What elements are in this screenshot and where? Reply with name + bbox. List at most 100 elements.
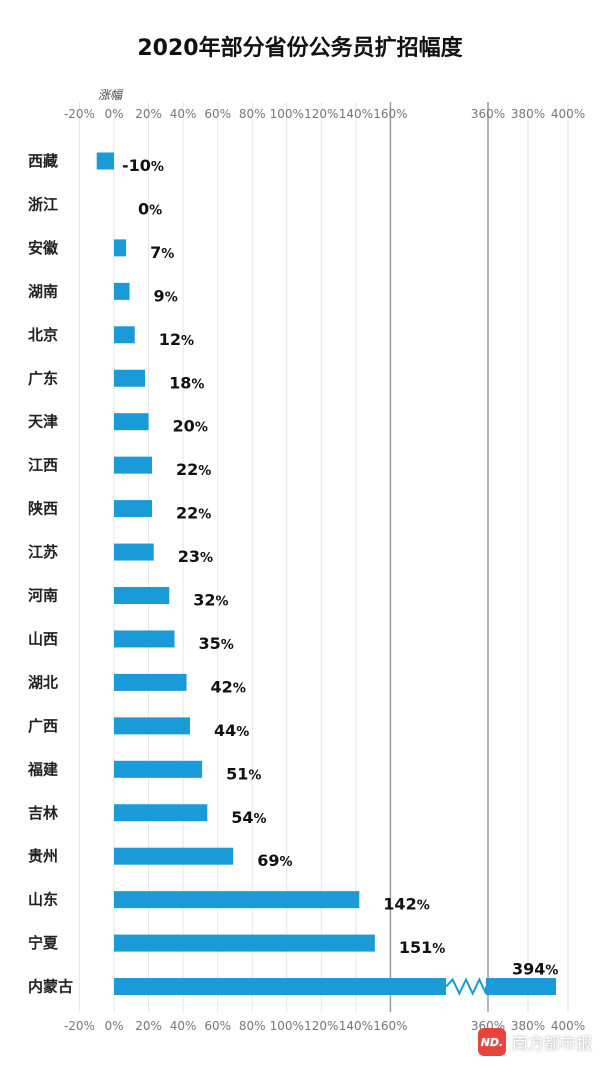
x-tick-label-top: 360%: [471, 107, 505, 121]
category-label: 江西: [28, 456, 58, 474]
bar: [114, 978, 446, 996]
value-unit: %: [254, 812, 267, 827]
x-tick-label-bottom: 20%: [135, 1019, 162, 1033]
category-label: 山东: [28, 891, 58, 909]
category-label: 安徽: [28, 239, 59, 257]
category-label: 浙江: [28, 195, 58, 213]
x-tick-label-bottom: 60%: [204, 1019, 231, 1033]
category-label: 湖北: [28, 673, 58, 691]
value-unit: %: [233, 681, 246, 696]
bar: [114, 282, 130, 300]
x-tick-label-bottom: 80%: [239, 1019, 266, 1033]
x-tick-label-top: -20%: [64, 107, 95, 121]
bar: [114, 630, 175, 648]
bar: [114, 891, 360, 909]
x-tick-label-top: 0%: [104, 107, 123, 121]
value-label: 0%: [138, 199, 162, 218]
value-label: 51%: [226, 764, 261, 783]
x-tick-label-top: 20%: [135, 107, 162, 121]
value-label: 12%: [159, 330, 194, 349]
bar-segment: [486, 978, 556, 996]
value-unit: %: [149, 203, 162, 218]
value-label: 54%: [231, 808, 266, 827]
value-unit: %: [221, 638, 234, 653]
newspaper-logo-icon: ND.: [477, 1028, 506, 1056]
value-unit: %: [417, 899, 430, 914]
value-label: 394%: [512, 960, 558, 979]
value-unit: %: [279, 855, 292, 870]
x-axis-label: 涨幅: [98, 88, 123, 102]
category-label: 北京: [28, 326, 58, 344]
value-label: 22%: [176, 460, 211, 479]
category-label: 内蒙古: [28, 978, 73, 996]
category-label: 宁夏: [28, 934, 59, 952]
value-label: 151%: [399, 938, 445, 957]
value-labels: -10% 0% 7% 9% 12% 18% 20% 22% 22% 23% 32% 35% 42% 44%…: [122, 156, 558, 979]
grid-lines: [78, 102, 569, 1012]
value-label: 32%: [193, 591, 228, 610]
category-label: 吉林: [28, 804, 59, 822]
category-label: 广东: [28, 369, 58, 387]
chart-title: 2020年部分省份公务员扩招幅度: [137, 36, 463, 61]
x-tick-label-bottom: 160%: [373, 1019, 407, 1033]
x-tick-label-bottom: 400%: [551, 1019, 585, 1033]
value-unit: %: [545, 964, 558, 979]
value-unit: %: [236, 725, 249, 740]
x-tick-label-top: 80%: [239, 107, 266, 121]
category-label: 湖南: [28, 282, 58, 300]
bar: [114, 717, 191, 735]
x-ticks-top: -20% 0% 20% 40% 60% 80% 100% 120% 140% 160% 360% 38…: [64, 107, 585, 121]
value-label: 9%: [154, 286, 178, 305]
category-label: 贵州: [28, 847, 58, 865]
x-tick-label-top: 160%: [373, 107, 407, 121]
bar: [114, 673, 187, 691]
category-label: 西藏: [28, 152, 58, 170]
watermark-text: 南方都市报: [511, 1034, 592, 1053]
value-unit: %: [432, 942, 445, 957]
value-label: 23%: [178, 547, 213, 566]
axis-break-icon: [445, 977, 487, 996]
bar: [114, 369, 146, 387]
category-labels: 西藏浙江安徽湖南北京广东天津江西陕西江苏河南山西湖北广西福建吉林贵州山东宁夏内蒙…: [27, 152, 73, 996]
value-unit: %: [200, 551, 213, 566]
bar: [114, 847, 234, 865]
value-label: 69%: [257, 851, 292, 870]
bar: [96, 152, 114, 170]
bar: [114, 413, 149, 431]
category-label: 福建: [27, 760, 59, 778]
x-tick-label-top: 140%: [339, 107, 373, 121]
value-unit: %: [198, 508, 211, 523]
x-tick-label-bottom: -20%: [64, 1019, 95, 1033]
value-label: 18%: [169, 373, 204, 392]
bar: [114, 500, 153, 518]
category-label: 陕西: [28, 500, 58, 518]
x-tick-label-top: 120%: [304, 107, 338, 121]
bars: [96, 152, 556, 996]
x-ticks-bottom: -20% 0% 20% 40% 60% 80% 100% 120% 140% 160% 360% 38…: [64, 1019, 585, 1033]
x-tick-label-bottom: 140%: [339, 1019, 373, 1033]
value-label: 35%: [198, 634, 233, 653]
x-tick-label-top: 100%: [270, 107, 304, 121]
bar: [114, 587, 170, 604]
value-unit: %: [161, 247, 174, 262]
category-label: 河南: [28, 587, 58, 605]
x-tick-label-top: 40%: [170, 107, 197, 121]
x-tick-label-top: 60%: [204, 107, 231, 121]
category-label: 天津: [28, 413, 58, 431]
value-unit: %: [181, 334, 194, 349]
x-tick-label-bottom: 40%: [170, 1019, 197, 1033]
value-unit: %: [248, 768, 261, 783]
value-label: -10%: [122, 156, 164, 175]
x-tick-label-bottom: 100%: [270, 1019, 304, 1033]
x-tick-label-bottom: 120%: [304, 1019, 338, 1033]
value-unit: %: [165, 290, 178, 305]
bar: [114, 760, 203, 778]
x-tick-label-bottom: 0%: [104, 1019, 123, 1033]
value-label: 44%: [214, 721, 249, 740]
value-unit: %: [151, 160, 164, 175]
value-label: 142%: [383, 895, 429, 914]
watermark: ND. 南方都市报: [477, 1025, 592, 1059]
value-label: 42%: [211, 677, 246, 696]
bar: [114, 543, 154, 561]
